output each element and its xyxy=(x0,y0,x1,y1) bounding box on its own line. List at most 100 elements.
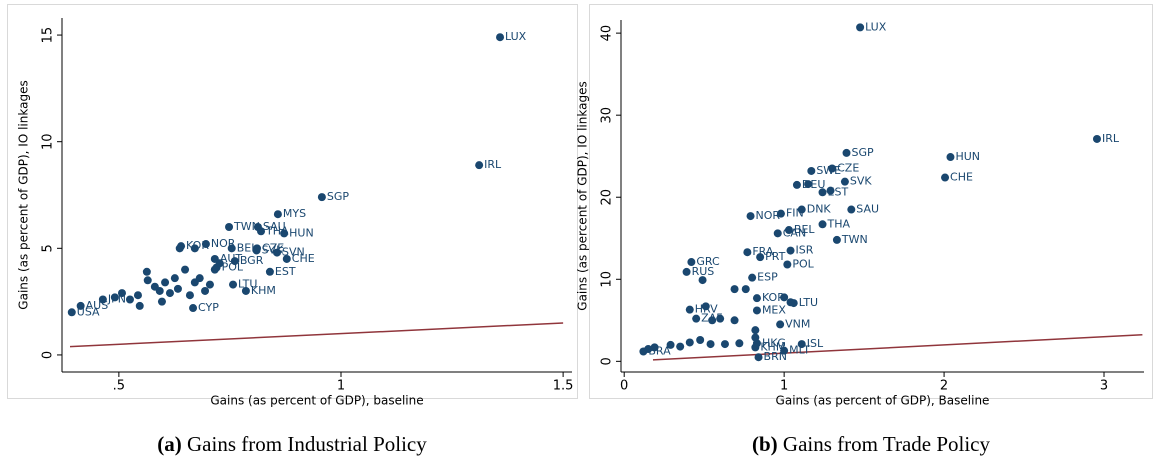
point xyxy=(230,257,239,266)
point xyxy=(173,284,182,293)
point xyxy=(756,253,765,262)
point xyxy=(730,316,739,325)
point-label: BEL xyxy=(794,223,815,236)
point xyxy=(142,267,151,276)
y-tick-label: 20 xyxy=(600,189,615,206)
point xyxy=(780,346,789,355)
point-label: POL xyxy=(792,258,814,271)
point xyxy=(666,340,675,349)
point-label: LTU xyxy=(238,278,257,291)
point-label: CYP xyxy=(198,301,219,314)
point xyxy=(783,260,792,269)
point xyxy=(185,291,194,300)
point xyxy=(828,164,837,173)
point xyxy=(941,173,950,182)
point xyxy=(227,244,236,253)
point xyxy=(98,295,107,304)
point xyxy=(716,314,725,323)
point-label: LUX xyxy=(505,30,527,43)
y-axis-title: Gains (as percent of GDP), IO linkages xyxy=(17,80,31,309)
point xyxy=(280,229,289,238)
point-label: THA xyxy=(827,217,851,230)
point xyxy=(170,274,179,283)
point xyxy=(743,248,752,257)
point-label: POL xyxy=(222,261,244,274)
point xyxy=(125,295,134,304)
point xyxy=(797,340,806,349)
point-label: SWE xyxy=(816,164,841,177)
point-label: HUN xyxy=(955,150,980,163)
point xyxy=(195,274,204,283)
y-axis-title: Gains (as percent of GDP), IO linkages xyxy=(576,81,590,310)
point xyxy=(751,333,760,342)
point xyxy=(644,345,653,354)
point xyxy=(117,289,126,298)
point xyxy=(210,265,219,274)
point xyxy=(804,180,813,189)
point xyxy=(773,229,782,238)
y-tick-label: 0 xyxy=(41,351,56,359)
point xyxy=(685,305,694,314)
x-tick-label: 0 xyxy=(620,379,628,394)
panel-frame xyxy=(7,4,578,399)
x-tick-label: .5 xyxy=(113,379,125,394)
caption-label: (a) xyxy=(157,432,182,456)
point xyxy=(155,286,164,295)
point-label: CAN xyxy=(783,226,806,239)
point-label: SAU xyxy=(263,220,286,233)
y-tick-label: 15 xyxy=(41,27,56,44)
point xyxy=(720,340,729,349)
point xyxy=(650,343,659,352)
y-tick-label: 10 xyxy=(600,271,615,288)
point xyxy=(752,306,761,315)
point xyxy=(190,244,199,253)
point xyxy=(847,205,856,214)
reference-line xyxy=(69,322,564,348)
point xyxy=(133,291,142,300)
point xyxy=(241,286,250,295)
point xyxy=(752,294,761,303)
point xyxy=(826,186,835,195)
point xyxy=(751,326,760,335)
point xyxy=(215,259,224,268)
point xyxy=(161,278,170,287)
point-label: CZE xyxy=(837,162,859,175)
point xyxy=(748,273,757,282)
point xyxy=(687,258,696,267)
point xyxy=(792,180,801,189)
point-label: GRC xyxy=(696,255,720,268)
point-label: VNM xyxy=(785,317,810,330)
point xyxy=(265,267,274,276)
y-tick-label: 40 xyxy=(600,25,615,42)
point-label: MYS xyxy=(283,207,306,220)
point-label: RUS xyxy=(692,265,715,278)
point xyxy=(735,339,744,348)
caption-text: Gains from Trade Policy xyxy=(783,432,991,456)
point xyxy=(496,33,505,42)
point-label: BGR xyxy=(240,254,264,267)
panel-frame xyxy=(589,4,1153,399)
point xyxy=(165,289,174,298)
point-label: LTU xyxy=(799,296,818,309)
point-label: FIN xyxy=(786,207,804,220)
point-label: DNK xyxy=(807,203,832,216)
point xyxy=(840,177,849,186)
point-label: ISR xyxy=(796,244,814,257)
point-label: SVK xyxy=(262,243,285,256)
point xyxy=(181,265,190,274)
point xyxy=(475,161,484,170)
x-tick-label: 1 xyxy=(337,379,345,394)
point xyxy=(282,254,291,263)
x-tick-label: 1.5 xyxy=(553,379,574,394)
point-label: KHM xyxy=(760,340,785,353)
point xyxy=(143,276,152,285)
point xyxy=(273,248,282,257)
point xyxy=(807,166,816,175)
point xyxy=(818,188,827,197)
point xyxy=(682,267,691,276)
point xyxy=(696,336,705,344)
x-tick-label: 2 xyxy=(940,379,948,394)
point xyxy=(946,153,955,162)
point xyxy=(317,193,326,202)
point-label: MEX xyxy=(762,303,786,316)
